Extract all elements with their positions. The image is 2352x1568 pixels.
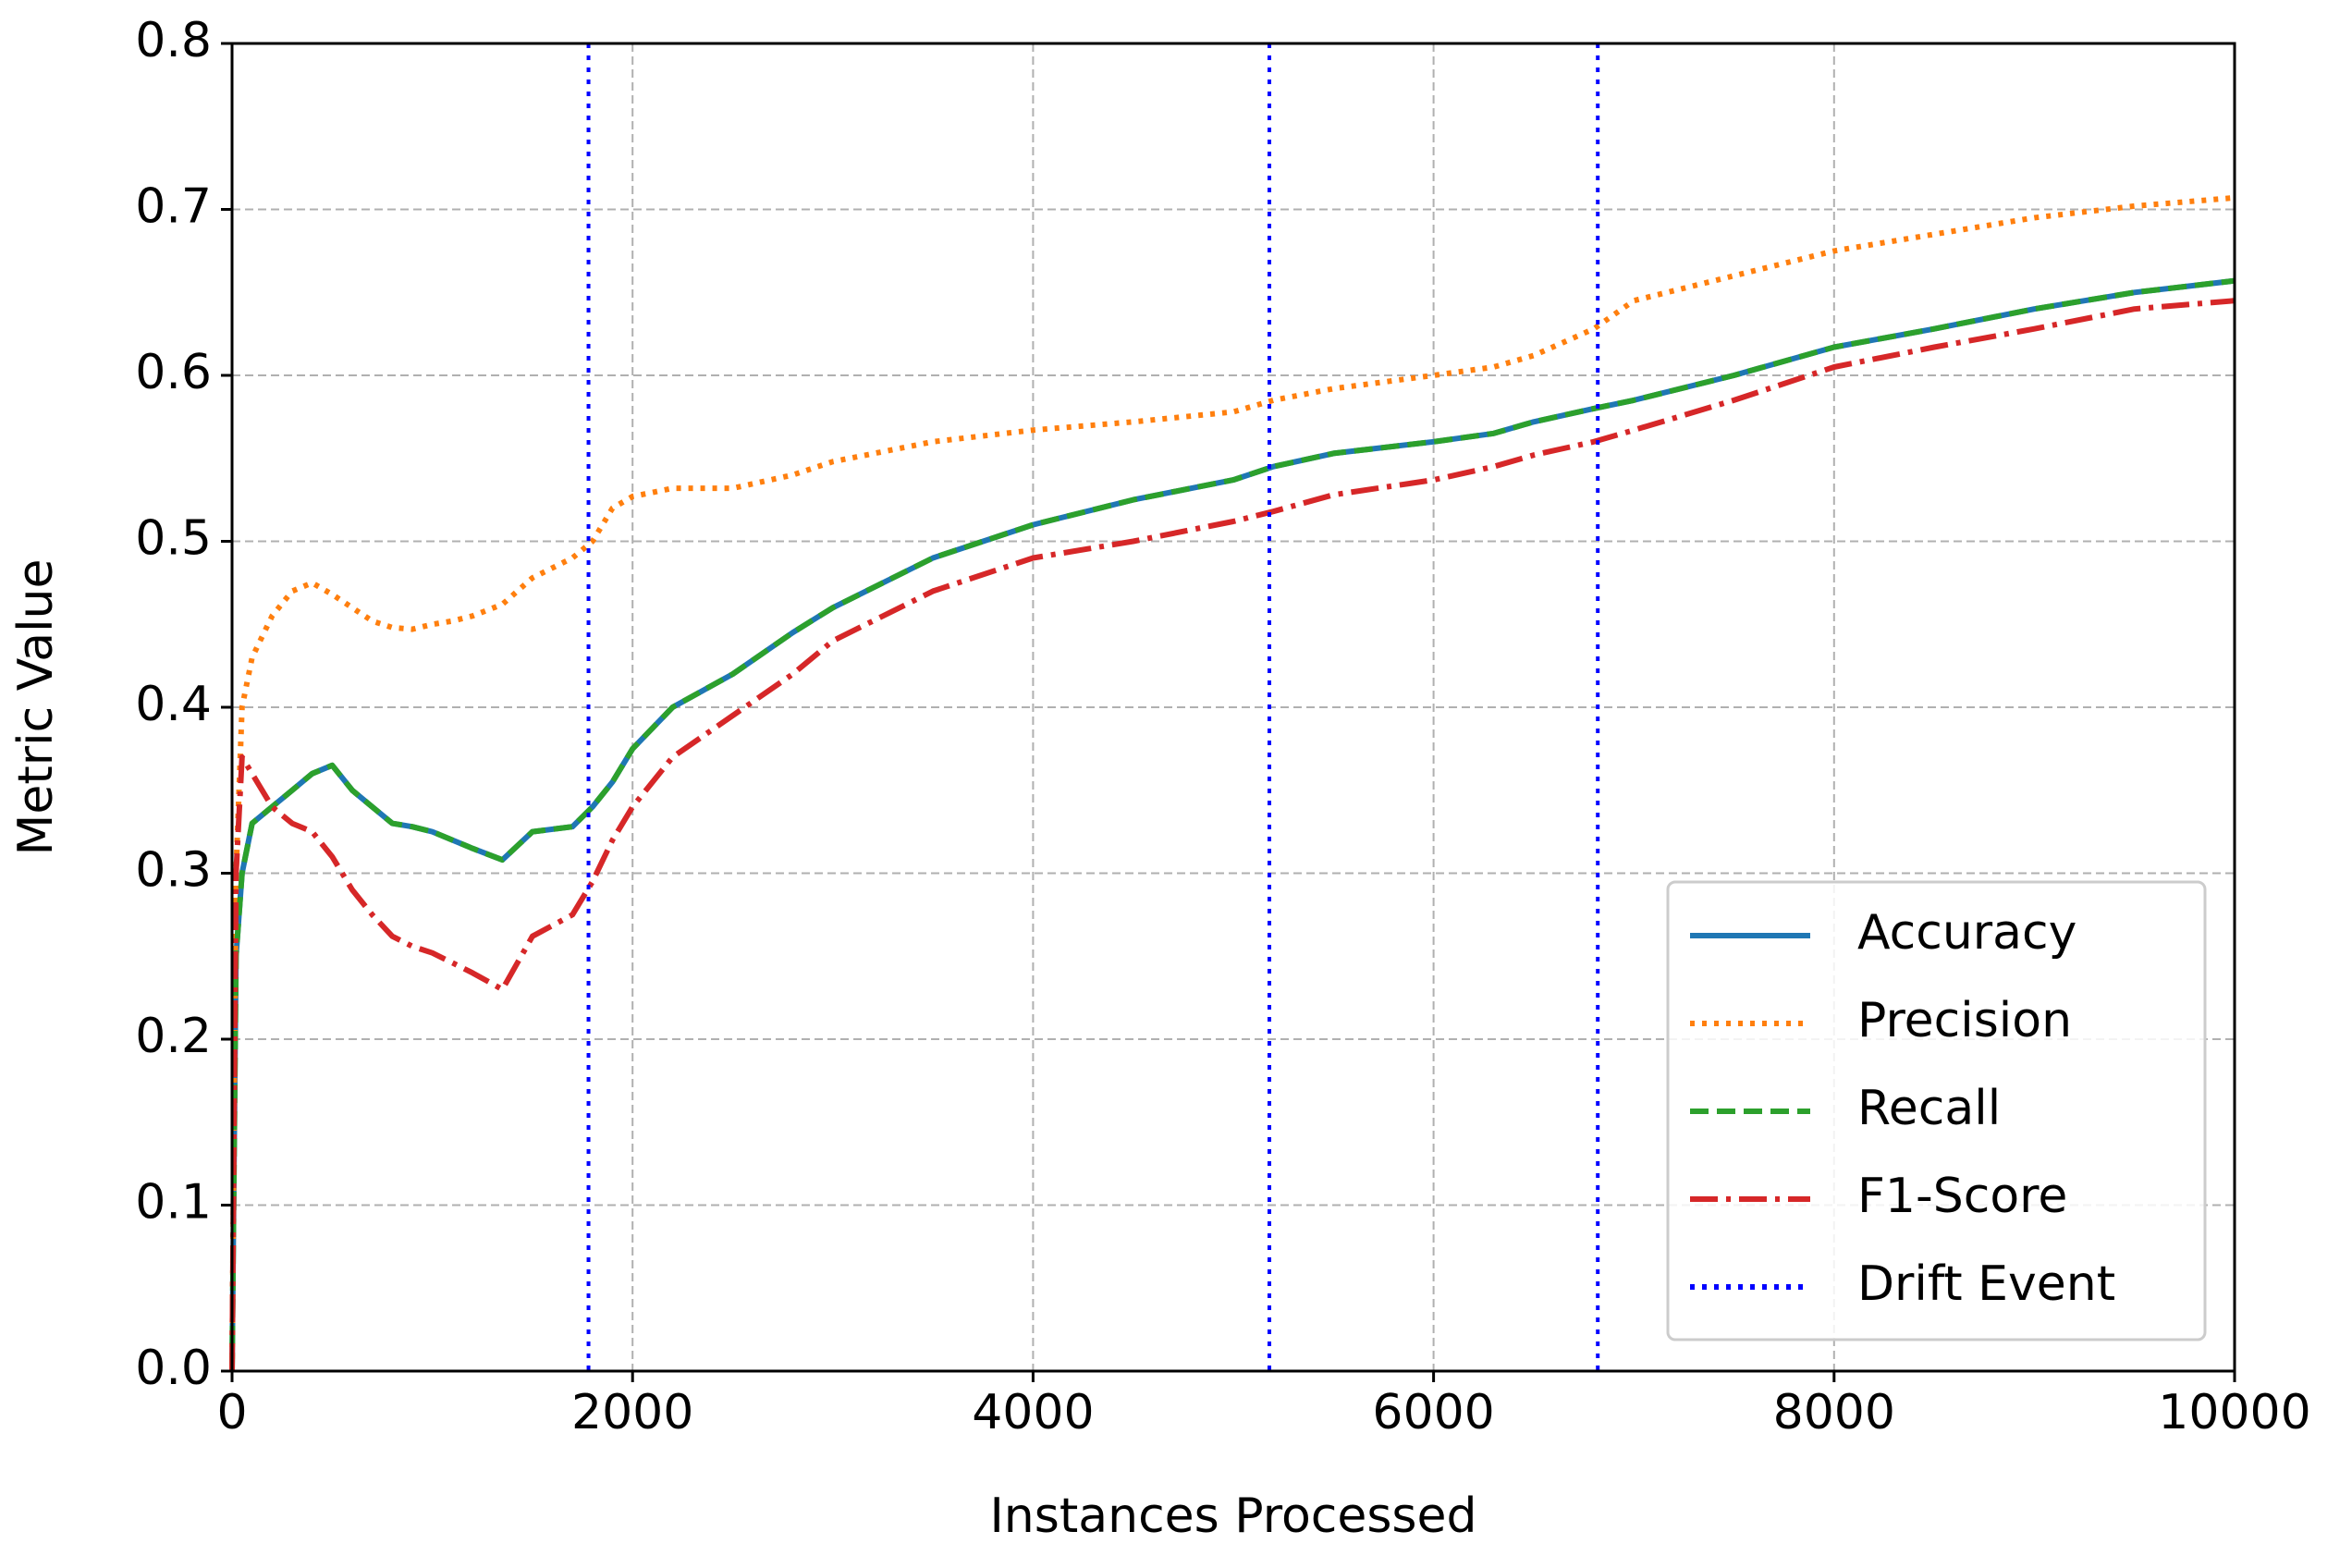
legend: Accuracy Precision Recall F1-Score Drift Eve… bbox=[1666, 880, 2207, 1341]
legend-label: Drift Event bbox=[1857, 1256, 2115, 1312]
x-axis-label: Instances Processed bbox=[989, 1488, 1476, 1544]
y-tick-label: 0.0 bbox=[135, 1341, 212, 1396]
series-line bbox=[229, 194, 2236, 1372]
series-line bbox=[229, 277, 2236, 1372]
legend-label: F1-Score bbox=[1857, 1169, 2067, 1224]
x-tick-label: 6000 bbox=[1372, 1385, 1494, 1440]
y-tick-label: 0.3 bbox=[135, 843, 212, 899]
y-tick-label: 0.7 bbox=[135, 179, 212, 235]
y-tick-label: 0.2 bbox=[135, 1009, 212, 1064]
y-axis-label: Metric Value bbox=[8, 559, 64, 856]
y-tick-label: 0.6 bbox=[135, 345, 212, 400]
series-line bbox=[229, 298, 2236, 1372]
legend-label: Precision bbox=[1857, 993, 2072, 1048]
ticks: 0.0 0.1 0.2 0.3 0.4 0.5 0.6 0.7 0.8 0 2000 4000 6000… bbox=[135, 13, 2310, 1440]
y-tick-label: 0.1 bbox=[135, 1175, 212, 1231]
x-tick-label: 10000 bbox=[2158, 1385, 2310, 1440]
x-tick-label: 4000 bbox=[972, 1385, 1094, 1440]
y-tick-label: 0.4 bbox=[135, 677, 212, 732]
x-tick-label: 8000 bbox=[1773, 1385, 1895, 1440]
x-tick-label: 2000 bbox=[571, 1385, 693, 1440]
x-tick-label: 0 bbox=[216, 1385, 247, 1440]
y-tick-label: 0.5 bbox=[135, 511, 212, 567]
legend-label: Recall bbox=[1857, 1081, 2001, 1136]
y-tick-label: 0.8 bbox=[135, 13, 212, 68]
legend-box bbox=[1666, 880, 2207, 1341]
legend-label: Accuracy bbox=[1857, 905, 2076, 961]
plot-marks bbox=[229, 43, 2236, 1372]
